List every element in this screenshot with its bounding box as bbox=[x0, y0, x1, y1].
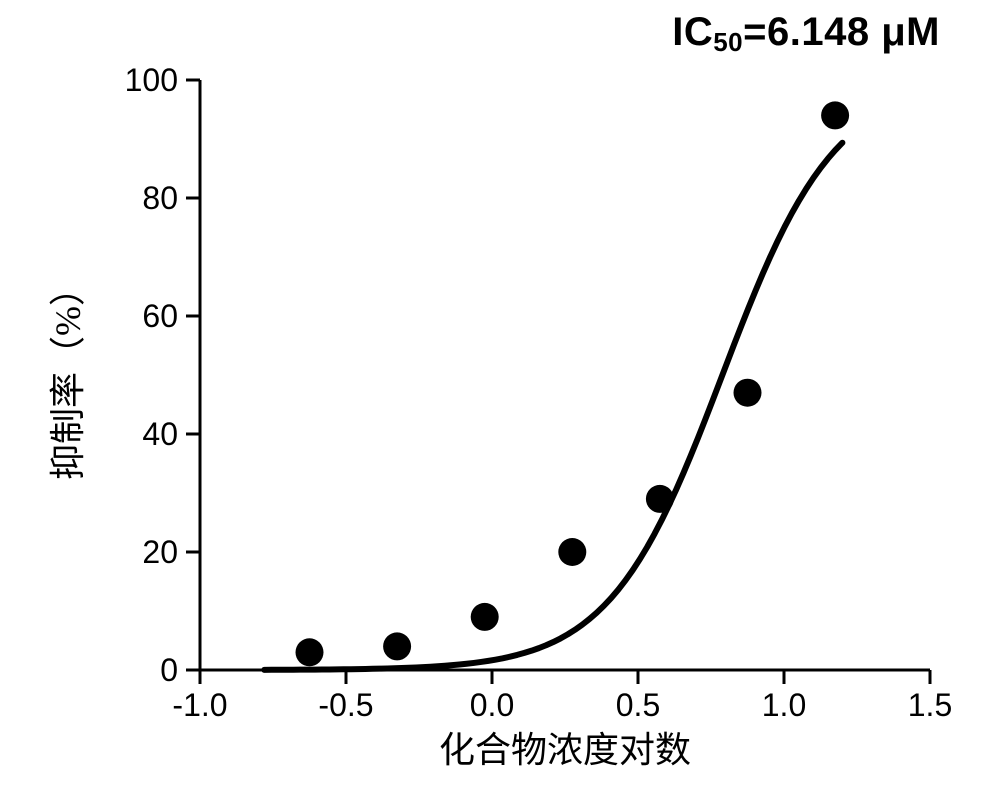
x-tick-label: 1.5 bbox=[908, 687, 952, 723]
data-point bbox=[471, 603, 499, 631]
y-tick-label: 80 bbox=[142, 180, 178, 216]
x-tick-label: 1.0 bbox=[762, 687, 806, 723]
data-point bbox=[734, 379, 762, 407]
data-point bbox=[296, 638, 324, 666]
x-tick-label: 0.0 bbox=[470, 687, 514, 723]
curve-group bbox=[264, 143, 842, 670]
x-axis-label: 化合物浓度对数 bbox=[439, 730, 691, 770]
y-ticks-group: 0 20 40 60 80 100 bbox=[125, 62, 200, 688]
y-tick-label: 40 bbox=[142, 416, 178, 452]
data-point bbox=[821, 101, 849, 129]
y-axis-label: 抑制率（%） bbox=[48, 270, 88, 480]
y-tick-label: 0 bbox=[160, 652, 178, 688]
data-point bbox=[383, 632, 411, 660]
chart-container: IC50=6.148 μM -1.0-0.50.00.51.01.5 02040… bbox=[0, 0, 1000, 787]
chart-svg: -1.0 -0.5 0.0 0.5 1.0 1.5 0 20 40 60 80 100 化合物浓度对… bbox=[0, 0, 1000, 787]
y-tick-label: 20 bbox=[142, 534, 178, 570]
data-point bbox=[558, 538, 586, 566]
x-ticks-group: -1.0 -0.5 0.0 0.5 1.0 1.5 bbox=[172, 670, 952, 723]
x-tick-label: 0.5 bbox=[616, 687, 660, 723]
data-point bbox=[646, 485, 674, 513]
fit-curve bbox=[264, 143, 842, 670]
x-tick-label: -0.5 bbox=[318, 687, 373, 723]
points-group bbox=[296, 101, 850, 666]
y-tick-label: 60 bbox=[142, 298, 178, 334]
y-tick-label: 100 bbox=[125, 62, 178, 98]
x-tick-label: -1.0 bbox=[172, 687, 227, 723]
